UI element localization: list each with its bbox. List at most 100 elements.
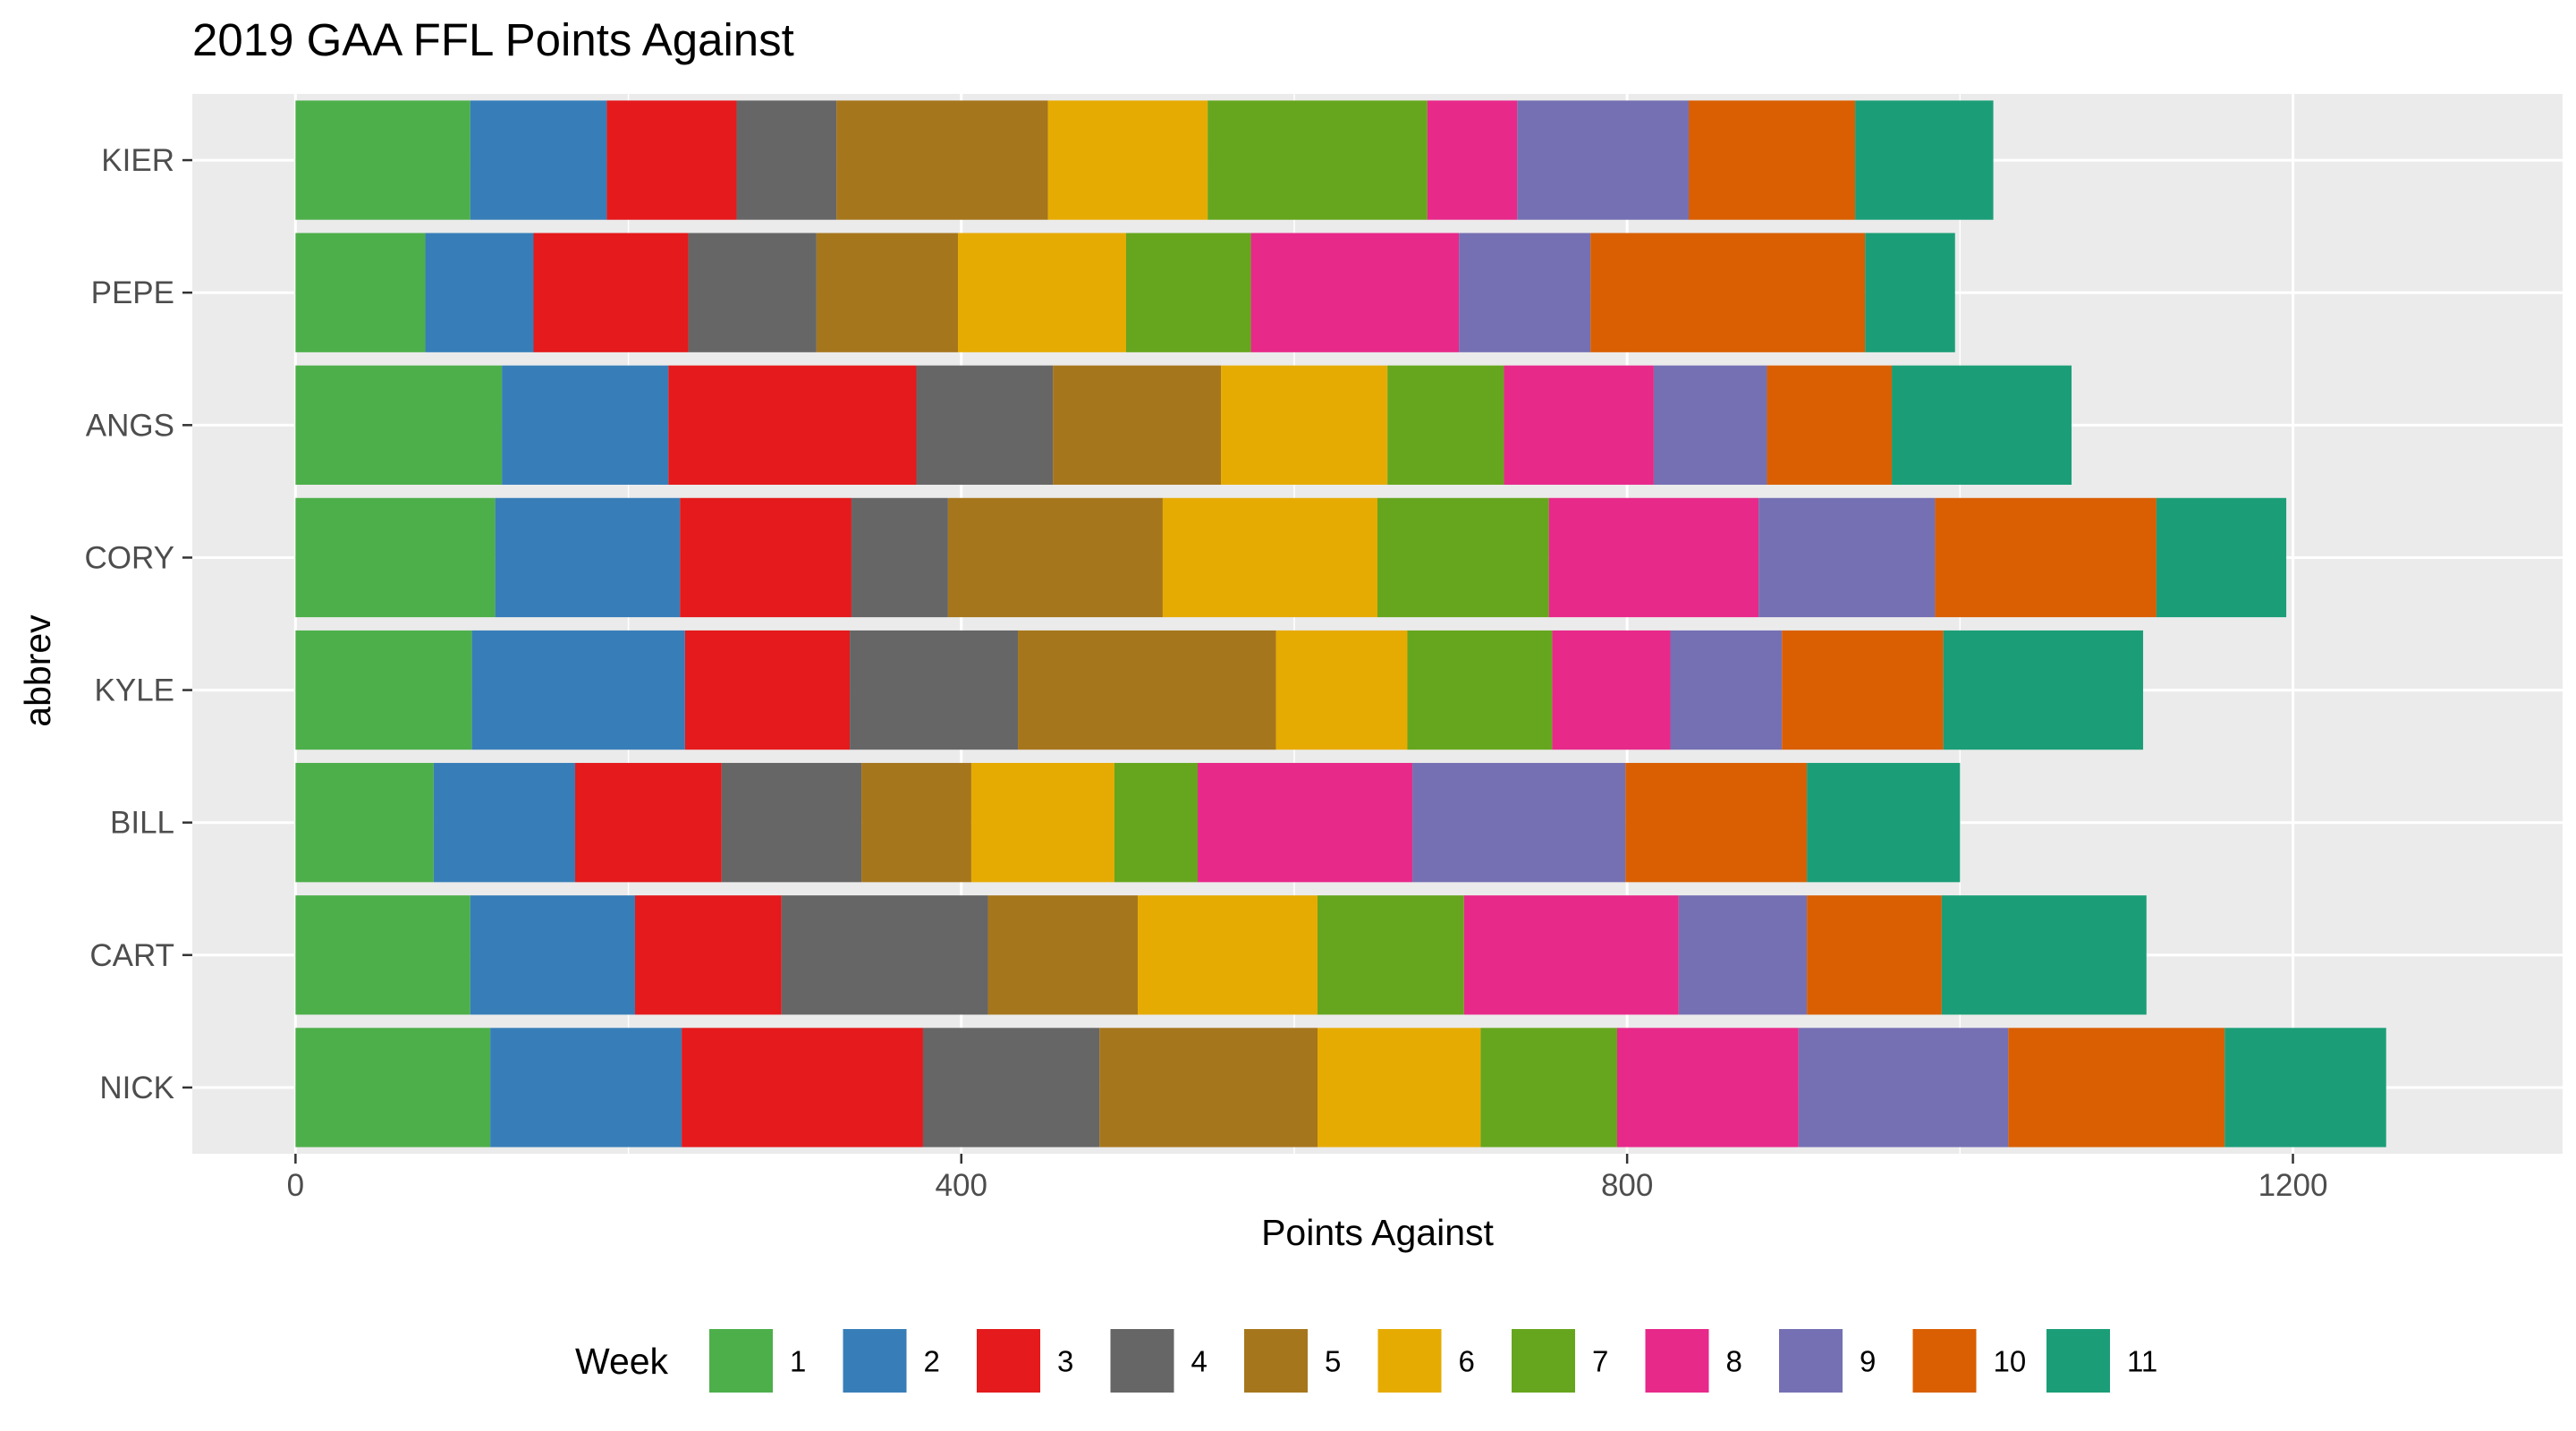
legend-item-week-9: 9 (1779, 1329, 1876, 1393)
bar-segment-bill-week-10 (1625, 763, 1808, 883)
legend-label: 6 (1459, 1345, 1475, 1378)
bar-segment-nick-week-4 (922, 1028, 1100, 1147)
bar-segment-nick-week-7 (1480, 1028, 1617, 1147)
x-axis-title: Points Against (1261, 1212, 1494, 1253)
bar-segment-cart-week-4 (781, 895, 988, 1015)
legend-item-week-8: 8 (1645, 1329, 1742, 1393)
bar-segment-pepe-week-11 (1865, 233, 1955, 352)
bar-segment-kyle-week-3 (684, 630, 851, 750)
bar-segment-angs-week-10 (1767, 365, 1893, 485)
bar-segment-pepe-week-9 (1459, 233, 1591, 352)
bar-segment-nick-week-11 (2224, 1028, 2386, 1147)
y-tick-label: BILL (110, 806, 174, 841)
bar-segment-kier-week-11 (1855, 100, 1994, 220)
bar-segment-cart-week-11 (1941, 895, 2147, 1015)
y-tick-label: NICK (99, 1071, 174, 1105)
bar-group-pepe (295, 233, 1955, 352)
legend-item-week-5: 5 (1244, 1329, 1341, 1393)
bar-segment-cory-week-7 (1377, 497, 1549, 618)
y-tick-label: KIER (101, 143, 174, 178)
bar-segment-angs-week-2 (502, 365, 669, 485)
bar-segment-kier-week-2 (470, 100, 607, 220)
legend-swatch (1779, 1329, 1843, 1393)
bar-segment-angs-week-7 (1387, 365, 1504, 485)
x-tick-label: 1200 (2258, 1168, 2328, 1203)
bar-segment-nick-week-6 (1318, 1028, 1481, 1147)
bar-segment-cart-week-6 (1138, 895, 1318, 1015)
legend-swatch (843, 1329, 907, 1393)
bar-segment-cory-week-2 (495, 497, 681, 618)
bar-segment-nick-week-9 (1798, 1028, 2009, 1147)
legend-label: 5 (1325, 1345, 1341, 1378)
bar-segment-bill-week-6 (970, 763, 1114, 883)
legend-swatch (1110, 1329, 1174, 1393)
legend-swatch (1244, 1329, 1308, 1393)
bar-segment-cory-week-11 (2156, 497, 2287, 618)
legend-swatch (1377, 1329, 1442, 1393)
x-tick-label: 0 (287, 1168, 304, 1203)
y-tick-label: CORY (85, 540, 175, 575)
bar-segment-kyle-week-11 (1943, 630, 2144, 750)
bar-group-bill (295, 763, 1961, 883)
legend-item-week-1: 1 (709, 1329, 806, 1393)
bar-group-cory (295, 497, 2287, 618)
bars (295, 100, 2386, 1147)
bar-segment-kyle-week-7 (1407, 630, 1553, 750)
bar-segment-bill-week-3 (575, 763, 722, 883)
bar-segment-angs-week-9 (1653, 365, 1767, 485)
bar-segment-kyle-week-1 (295, 630, 472, 750)
bar-segment-kyle-week-10 (1782, 630, 1944, 750)
bar-segment-kyle-week-6 (1275, 630, 1408, 750)
bar-segment-pepe-week-1 (295, 233, 426, 352)
bar-segment-nick-week-5 (1099, 1028, 1318, 1147)
bar-segment-kier-week-4 (736, 100, 837, 220)
bar-segment-angs-week-4 (916, 365, 1054, 485)
legend-swatch (709, 1329, 773, 1393)
legend-swatch (1512, 1329, 1575, 1393)
bar-segment-cart-week-2 (470, 895, 636, 1015)
bar-segment-cart-week-7 (1318, 895, 1464, 1015)
bar-segment-cory-week-10 (1935, 497, 2157, 618)
bar-segment-bill-week-11 (1807, 763, 1961, 883)
bar-segment-cart-week-1 (295, 895, 470, 1015)
legend-label: 2 (924, 1345, 940, 1378)
y-axis: KIER PEPE ANGS CORY KYLE BILL CART NICK (85, 143, 192, 1105)
legend-label: 10 (1994, 1345, 2027, 1378)
legend-label: 11 (2127, 1345, 2157, 1378)
legend-swatch (977, 1329, 1040, 1393)
bar-segment-cory-week-1 (295, 497, 496, 618)
bar-segment-angs-week-8 (1504, 365, 1654, 485)
bar-segment-cart-week-9 (1678, 895, 1808, 1015)
bar-group-kier (295, 100, 1994, 220)
bar-segment-nick-week-8 (1616, 1028, 1799, 1147)
bar-segment-cart-week-8 (1463, 895, 1679, 1015)
legend-label: 7 (1592, 1345, 1608, 1378)
bar-segment-kyle-week-8 (1552, 630, 1671, 750)
legend-label: 3 (1057, 1345, 1073, 1378)
bar-segment-cart-week-3 (635, 895, 782, 1015)
bar-segment-angs-week-6 (1221, 365, 1388, 485)
bar-segment-kier-week-3 (606, 100, 737, 220)
bar-segment-cart-week-10 (1807, 895, 1942, 1015)
bar-segment-bill-week-4 (721, 763, 862, 883)
legend: Week 1 2 3 4 5 6 7 8 9 10 11 (575, 1329, 2157, 1393)
bar-group-nick (295, 1028, 2386, 1147)
bar-group-angs (295, 365, 2072, 485)
bar-segment-cory-week-4 (851, 497, 948, 618)
legend-title: Week (575, 1341, 669, 1382)
bar-segment-kier-week-8 (1427, 100, 1518, 220)
legend-item-week-11: 11 (2046, 1329, 2157, 1393)
y-tick-label: PEPE (91, 275, 174, 310)
legend-swatch (1912, 1329, 1977, 1393)
legend-label: 9 (1860, 1345, 1876, 1378)
bar-segment-kyle-week-9 (1670, 630, 1783, 750)
bar-segment-pepe-week-7 (1125, 233, 1251, 352)
bar-segment-angs-week-11 (1892, 365, 2072, 485)
legend-label: 4 (1191, 1345, 1208, 1378)
bar-segment-pepe-week-3 (533, 233, 689, 352)
bar-group-cart (295, 895, 2147, 1015)
bar-segment-cory-week-8 (1548, 497, 1759, 618)
legend-swatch (2046, 1329, 2110, 1393)
bar-segment-kier-week-5 (836, 100, 1048, 220)
